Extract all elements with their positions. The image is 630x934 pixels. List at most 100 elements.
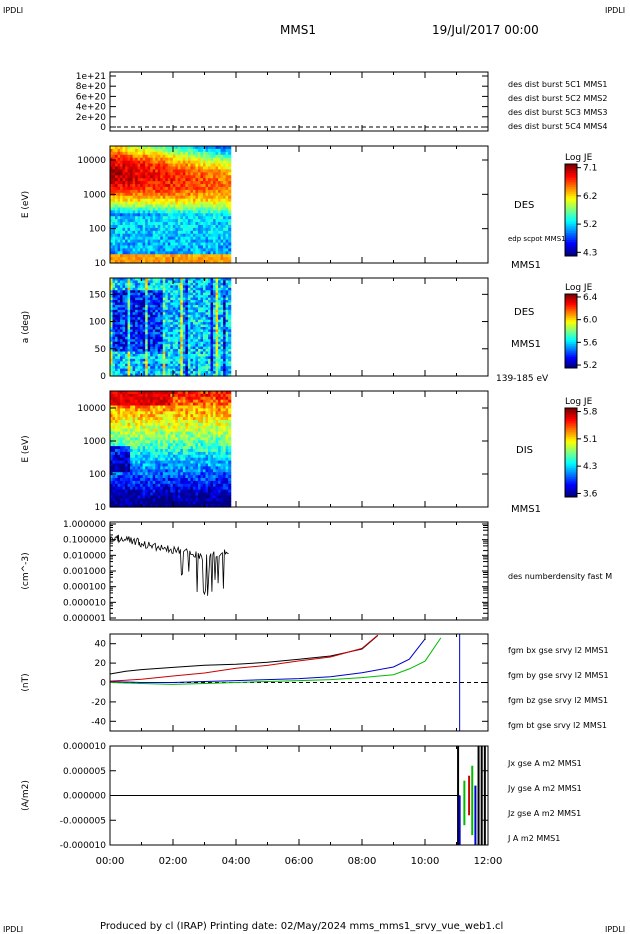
spectrogram-cell — [155, 334, 159, 338]
spectrogram-cell — [125, 224, 129, 229]
spectrogram-cell — [167, 222, 171, 226]
spectrogram-cell — [132, 233, 136, 238]
spectrogram-cell — [132, 319, 136, 323]
spectrogram-cell — [175, 363, 179, 367]
spectrogram-cell — [112, 178, 116, 182]
spectrogram-cell — [152, 341, 156, 345]
spectrogram-cell — [182, 285, 187, 289]
spectrogram-cell — [223, 307, 227, 311]
spectrogram-cell — [130, 210, 134, 214]
spectrogram-cell — [145, 411, 149, 415]
spectrogram-cell — [157, 260, 161, 264]
spectrogram-cell — [122, 349, 126, 353]
spectrogram-cell — [195, 189, 199, 194]
spectrogram-cell — [177, 314, 181, 318]
spectrogram-cell — [117, 248, 121, 252]
spectrogram-cell — [205, 363, 209, 367]
spectrogram-cell — [145, 302, 149, 306]
spectrogram-cell — [145, 184, 149, 188]
spectrogram-cell — [175, 341, 179, 345]
spectrogram-cell — [223, 334, 227, 338]
spectrogram-cell — [192, 245, 197, 249]
spectrogram-cell — [117, 329, 121, 333]
spectrogram-cell — [142, 463, 146, 467]
spectrogram-cell — [112, 146, 116, 150]
spectrogram-cell — [137, 356, 141, 360]
spectrogram-cell — [132, 483, 136, 488]
spectrogram-cell — [228, 290, 232, 294]
spectrogram-cell — [147, 408, 151, 412]
spectrogram-cell — [175, 233, 179, 238]
spectrogram-cell — [127, 475, 131, 479]
spectrogram-cell — [130, 469, 134, 473]
spectrogram-cell — [135, 146, 139, 150]
spectrogram-cell — [130, 336, 134, 340]
spectrogram-cell — [137, 210, 141, 214]
spectrogram-cell — [180, 358, 184, 362]
spectrogram-cell — [132, 472, 136, 476]
spectrogram-cell — [202, 224, 207, 229]
spectrogram-cell — [205, 236, 209, 241]
spectrogram-cell — [120, 204, 124, 209]
spectrogram-cell — [182, 314, 187, 318]
spectrogram-cell — [167, 312, 171, 316]
spectrogram-cell — [165, 157, 169, 162]
spectrogram-cell — [195, 213, 199, 217]
spectrogram-cell — [180, 157, 184, 162]
spectrogram-cell — [112, 278, 116, 282]
spectrogram-cell — [127, 329, 131, 333]
spectrogram-cell — [180, 245, 184, 249]
spectrogram-cell — [117, 440, 121, 444]
spectrogram-cell — [177, 207, 181, 211]
spectrogram-cell — [160, 417, 164, 421]
spectrogram-cell — [202, 248, 207, 252]
spectrogram-cell — [215, 302, 219, 306]
spectrogram-cell — [187, 219, 192, 223]
spectrogram-cell — [117, 227, 121, 232]
spectrogram-cell — [110, 408, 114, 412]
spectrogram-cell — [172, 327, 176, 331]
spectrogram-cell — [215, 327, 219, 331]
spectrogram-cell — [122, 498, 126, 502]
colorbar-cell — [565, 212, 577, 216]
spectrogram-cell — [170, 449, 174, 453]
spectrogram-cell — [180, 160, 184, 165]
spectrogram-cell — [117, 504, 121, 508]
spectrogram-cell — [202, 166, 207, 170]
spectrogram-cell — [182, 327, 187, 331]
spectrogram-cell — [215, 282, 219, 286]
spectrogram-cell — [140, 189, 144, 194]
spectrogram-cell — [147, 189, 151, 194]
spectrogram-cell — [122, 480, 126, 485]
spectrogram-cell — [162, 166, 166, 170]
spectrogram-cell — [130, 489, 134, 494]
spectrogram-cell — [125, 501, 129, 505]
spectrogram-cell — [137, 486, 141, 491]
spectrogram-cell — [137, 300, 141, 304]
spectrogram-cell — [127, 245, 131, 249]
spectrogram-cell — [122, 495, 126, 499]
spectrogram-cell — [177, 319, 181, 323]
spectrogram-cell — [197, 297, 202, 301]
spectrogram-cell — [145, 248, 149, 252]
spectrogram-cell — [147, 317, 151, 321]
spectrogram-cell — [220, 198, 224, 203]
spectrogram-cell — [127, 181, 131, 185]
spectrogram-cell — [110, 451, 114, 456]
spectrogram-cell — [135, 172, 139, 176]
spectrogram-cell — [218, 317, 222, 321]
spectrogram-cell — [120, 417, 124, 421]
spectrogram-cell — [127, 257, 131, 261]
spectrogram-cell — [225, 242, 229, 247]
spectrogram-cell — [162, 336, 166, 340]
spectrogram-cell — [120, 501, 124, 505]
spectrogram-cell — [117, 304, 121, 308]
spectrogram-cell — [135, 393, 139, 398]
spectrogram-cell — [192, 324, 197, 328]
spectrogram-cell — [152, 260, 156, 264]
spectrogram-cell — [160, 257, 164, 261]
spectrogram-cell — [155, 292, 159, 296]
spectrogram-cell — [127, 204, 131, 209]
spectrogram-cell — [147, 446, 151, 450]
spectrogram-cell — [132, 254, 136, 258]
